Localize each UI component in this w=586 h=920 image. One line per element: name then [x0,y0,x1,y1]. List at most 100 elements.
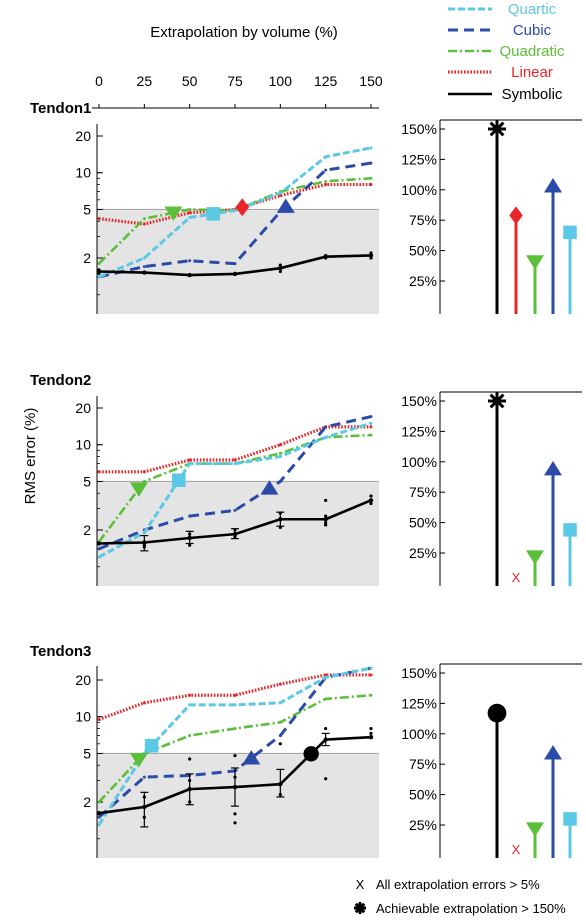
data-point-symbolic-run [278,742,282,746]
bar-tick-label: 75% [409,212,437,228]
data-point-linear [324,673,328,677]
bar-tick-label: 100% [401,454,437,470]
y-tick-label: 5 [83,201,91,217]
top-axis-tick-label: 0 [95,73,103,89]
data-point-linear [142,470,146,474]
y-tick-label: 10 [75,437,91,453]
bar-x-mark-linear: X [512,570,521,585]
bar-tick-label: 50% [409,515,437,531]
bar-tick-label: 25% [409,545,437,561]
data-point-linear [142,222,146,226]
data-point-cubic [278,734,282,738]
data-point-quadratic [369,176,373,180]
data-point-quartic [233,703,237,707]
panel-title: Tendon2 [30,372,91,389]
y-tick-label: 10 [75,709,91,725]
legend-label-symbolic: Symbolic [502,86,563,103]
bar-marker-linear [509,206,523,225]
data-point-cubic [369,415,373,419]
data-point-symbolic-run [278,269,282,274]
data-point-quartic [233,209,237,213]
data-point-linear [233,693,237,697]
data-point-cubic [278,479,282,483]
data-point-quadratic [278,451,282,455]
data-point-quartic [142,256,146,260]
marker-cubic [260,480,279,495]
bar-marker-quartic [563,812,577,826]
top-axis-tick-label: 25 [137,73,153,89]
data-point-linear [188,693,192,697]
data-point-symbolic [96,810,102,816]
footnote-text-star: Achievable extrapolation > 150% [376,901,566,916]
top-axis-title: Extrapolation by volume (%) [150,24,338,41]
data-point-symbolic-run [188,543,192,547]
data-point-symbolic [96,541,102,546]
data-point-quartic [324,155,328,159]
top-axis-tick-label: 125 [314,73,338,89]
legend-label-quartic: Quartic [508,1,557,18]
panel-tendon3: Tendon3 2 5 10 20 150% 125% 100% 75% 50% 25% X [30,643,582,858]
top-axis-tick-label: 100 [269,73,293,89]
data-point-symbolic-run [369,501,373,506]
legend: Quartic Cubic Quadratic Linear Symbolic [448,1,565,103]
bar-marker-symbolic [488,120,506,138]
y-tick-label: 20 [75,128,91,144]
data-point-linear [369,183,373,187]
data-point-cubic [142,775,146,779]
data-point-symbolic [278,265,283,271]
data-point-quartic [142,531,146,535]
marker-quadratic [164,206,183,221]
data-point-quartic [278,191,282,195]
data-point-cubic [324,168,328,172]
marker-cubic [242,750,261,765]
data-point-linear [97,217,101,221]
data-point-quadratic [142,479,146,483]
panel-tendon1: Tendon1 2 5 10 20 150% 125% 100% 75% 50% 25% [30,100,582,314]
data-point-linear [97,470,101,474]
bar-marker-symbolic [488,392,506,410]
data-point-quartic [97,555,101,559]
data-point-symbolic-run [369,726,373,731]
data-point-linear [97,717,101,721]
data-point-quadratic [188,734,192,738]
y-tick-label: 5 [83,473,91,489]
data-point-symbolic [323,254,328,259]
data-point-cubic [97,815,101,819]
data-point-cubic [188,259,192,263]
bar-marker-quartic [563,523,577,537]
data-point-symbolic [368,253,374,258]
data-point-cubic [142,265,146,269]
bar-tick-label: 25% [409,273,437,289]
marker-symbolic [303,746,319,762]
data-point-symbolic [368,498,374,503]
data-point-cubic [369,161,373,165]
data-point-quadratic [97,262,101,266]
panel-title: Tendon3 [30,643,91,660]
data-point-linear [278,443,282,447]
data-point-linear [188,458,192,462]
bar-tick-label: 150% [401,121,437,137]
data-point-symbolic-run [369,731,373,736]
legend-label-linear: Linear [511,64,553,81]
bar-tick-label: 150% [401,393,437,409]
bar-x-mark-linear: X [512,842,521,857]
data-point-symbolic [232,271,238,277]
bar-tick-label: 125% [401,423,437,439]
data-point-symbolic [96,269,102,274]
top-axis-tick-label: 150 [359,73,383,89]
data-point-symbolic [142,270,147,275]
bar-tick-label: 150% [401,665,437,681]
below-threshold-region [97,209,379,314]
data-point-quadratic [97,800,101,804]
star-stroke [489,121,505,137]
data-point-symbolic-run [188,757,192,761]
data-point-cubic [233,508,237,512]
bar-tick-label: 25% [409,817,437,833]
marker-quadratic [129,752,148,768]
bar-marker-quadratic [526,255,544,270]
data-point-cubic [233,262,237,266]
bar-tick-label: 100% [401,726,437,742]
y-tick-label: 2 [83,794,91,810]
data-point-symbolic-run [233,821,237,825]
